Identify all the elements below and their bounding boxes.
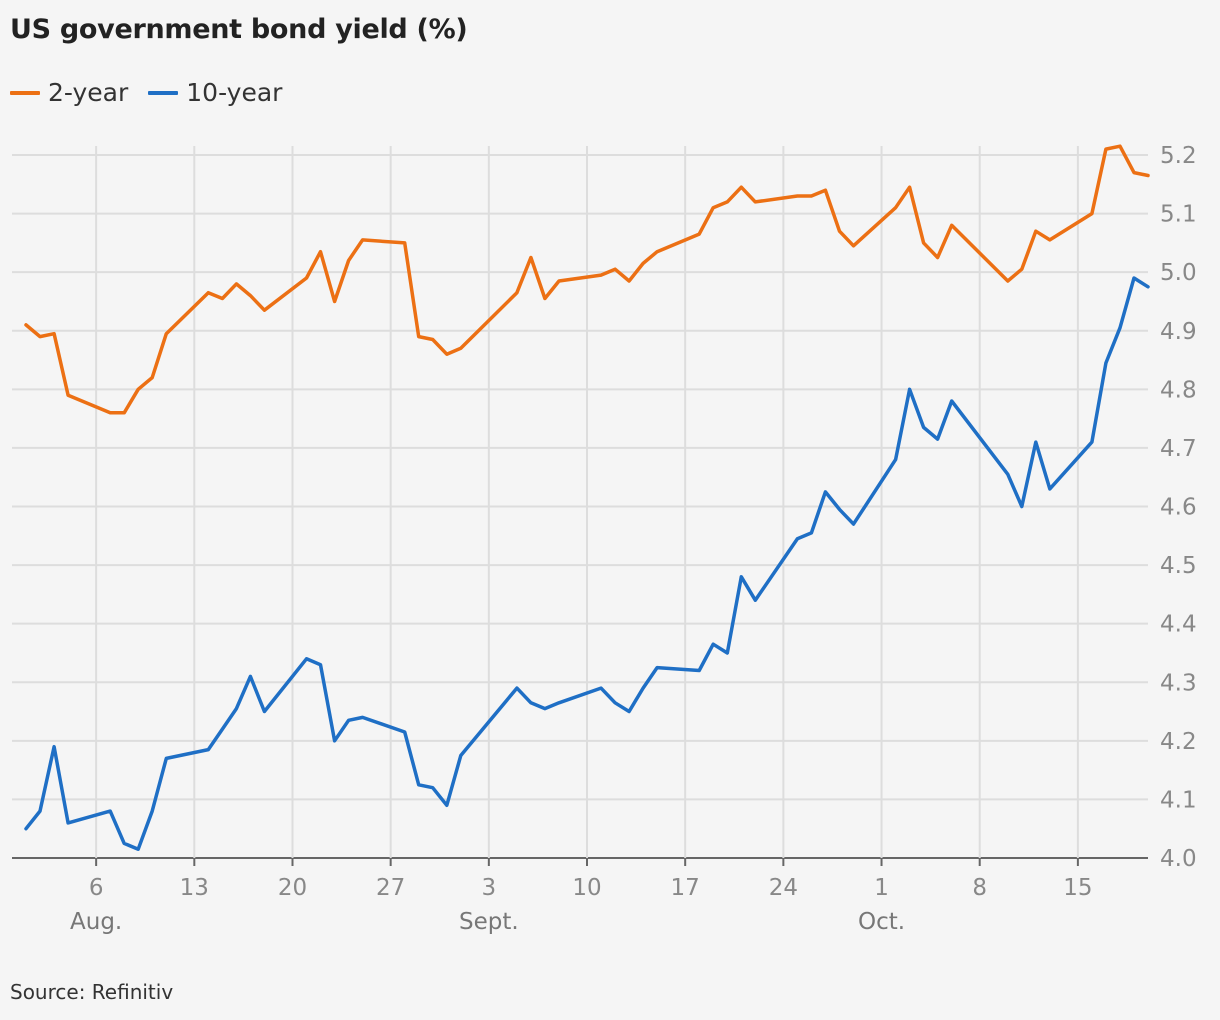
- y-tick-label: 4.1: [1160, 787, 1197, 813]
- x-tick-label: 17: [671, 875, 700, 901]
- y-tick-label: 5.0: [1160, 260, 1197, 286]
- y-tick-label: 4.8: [1160, 377, 1197, 403]
- x-tick-label: 10: [572, 875, 601, 901]
- y-tick-label: 4.3: [1160, 670, 1197, 696]
- x-month-label: Aug.: [70, 909, 122, 935]
- axis-labels: 4.0 4.1 4.2 4.3 4.4 4.5 4.6 4.7 4.8 4.9 5.0 5.1 5.2 6…: [70, 143, 1197, 935]
- chart-title: US government bond yield (%): [10, 14, 468, 45]
- y-tick-label: 4.2: [1160, 729, 1197, 755]
- x-month-label: Sept.: [459, 909, 519, 935]
- y-tick-label: 5.1: [1160, 202, 1197, 228]
- x-tick-label: 20: [278, 875, 307, 901]
- y-tick-label: 4.7: [1160, 436, 1197, 462]
- gridlines: [12, 146, 1148, 866]
- legend-item-10-year: 10-year: [148, 78, 282, 107]
- source-note: Source: Refinitiv: [10, 980, 174, 1004]
- y-tick-label: 4.4: [1160, 612, 1197, 638]
- legend-label-2-year: 2-year: [48, 78, 129, 107]
- series-lines: [24, 144, 1150, 851]
- series-line-2-year: [24, 144, 1150, 415]
- x-month-label: Oct.: [858, 909, 905, 935]
- y-tick-label: 4.5: [1160, 553, 1197, 579]
- y-tick-label: 4.9: [1160, 319, 1197, 345]
- y-tick-label: 5.2: [1160, 143, 1197, 169]
- legend-swatch-10-year: [148, 90, 179, 95]
- x-tick-label: 6: [89, 875, 104, 901]
- y-tick-label: 4.6: [1160, 495, 1197, 521]
- x-tick-label: 8: [972, 875, 987, 901]
- x-tick-label: 24: [769, 875, 798, 901]
- x-tick-label: 15: [1063, 875, 1092, 901]
- x-tick-label: 27: [376, 875, 405, 901]
- x-tick-label: 1: [874, 875, 889, 901]
- y-tick-label: 4.0: [1160, 846, 1197, 872]
- x-tick-label: 3: [482, 875, 497, 901]
- legend-label-10-year: 10-year: [186, 78, 283, 107]
- legend: 2-year 10-year: [10, 78, 302, 107]
- legend-item-2-year: 2-year: [10, 78, 128, 107]
- x-tick-label: 13: [180, 875, 209, 901]
- series-line-10-year: [24, 276, 1150, 851]
- legend-swatch-2-year: [10, 90, 40, 95]
